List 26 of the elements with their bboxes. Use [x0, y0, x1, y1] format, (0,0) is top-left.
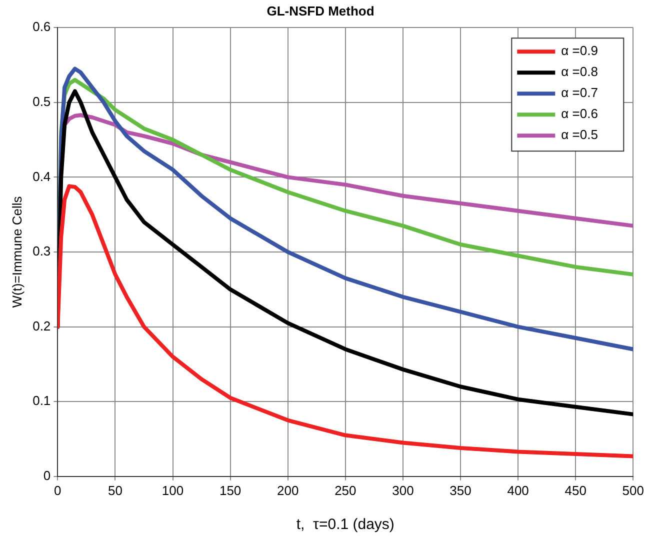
legend-label: α =0.7: [561, 85, 598, 100]
x-tick-label: 250: [334, 482, 356, 498]
x-tick-label: 150: [219, 482, 242, 498]
y-tick-label: 0.1: [32, 393, 51, 408]
x-tick-label: 200: [277, 482, 299, 498]
y-tick-label: 0.6: [32, 19, 51, 34]
y-tick-label: 0.5: [32, 94, 51, 109]
x-tick-label: 100: [162, 482, 184, 498]
x-tick-label: 300: [392, 482, 414, 498]
x-tick-label: 0: [54, 482, 62, 498]
y-tick-label: 0.3: [32, 244, 51, 259]
legend-label: α =0.6: [561, 106, 598, 122]
x-tick-label: 450: [564, 482, 586, 498]
x-tick-label: 50: [108, 482, 122, 498]
x-tick-label: 500: [622, 482, 644, 498]
x-tick-label: 400: [507, 482, 529, 498]
y-tick-label: 0.4: [32, 168, 51, 184]
legend-label: α =0.9: [561, 43, 598, 58]
legend-label: α =0.8: [561, 64, 598, 80]
y-tick-label: 0.2: [32, 318, 51, 334]
legend-label: α =0.5: [561, 127, 598, 142]
x-axis-title: t, τ=0.1 (days): [296, 516, 394, 534]
x-tick-label: 350: [450, 482, 472, 498]
y-axis-title: W(t)=Immune Cells: [9, 196, 24, 308]
chart-title: GL-NSFD Method: [266, 3, 374, 18]
y-tick-label: 0: [43, 468, 51, 483]
